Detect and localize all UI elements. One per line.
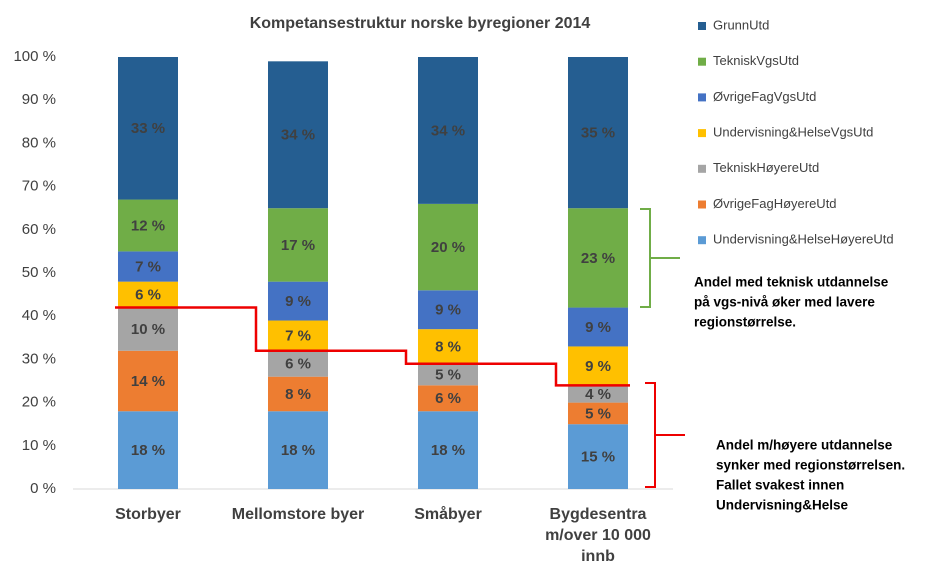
data-label: 6 % bbox=[435, 390, 461, 407]
legend-swatch bbox=[698, 129, 706, 138]
annotation: Andel med teknisk utdannelse bbox=[694, 275, 889, 290]
data-label: 15 % bbox=[581, 449, 615, 466]
bar-segment bbox=[568, 424, 628, 489]
data-label: 5 % bbox=[435, 366, 461, 383]
data-label: 9 % bbox=[585, 358, 611, 375]
legend-label: ØvrigeFagVgsUtd bbox=[713, 89, 816, 104]
data-label: 8 % bbox=[285, 386, 311, 403]
data-label: 23 % bbox=[581, 250, 615, 267]
data-label: 20 % bbox=[431, 239, 465, 256]
legend-label: TekniskVgsUtd bbox=[713, 53, 799, 68]
y-tick-label: 10 % bbox=[22, 437, 56, 454]
legend-swatch bbox=[698, 93, 706, 102]
data-label: 14 % bbox=[131, 373, 165, 390]
data-label: 5 % bbox=[585, 405, 611, 422]
data-label: 9 % bbox=[285, 293, 311, 310]
bar-segment bbox=[568, 57, 628, 209]
bar-segment bbox=[418, 329, 478, 364]
data-label: 34 % bbox=[281, 127, 315, 144]
bar-segment bbox=[118, 307, 178, 351]
bar-segment bbox=[268, 350, 328, 377]
bar-segment bbox=[418, 363, 478, 386]
data-label: 9 % bbox=[585, 319, 611, 336]
data-label: 12 % bbox=[131, 217, 165, 234]
bar-segment bbox=[418, 57, 478, 204]
y-tick-label: 70 % bbox=[22, 178, 56, 195]
y-tick-label: 100 % bbox=[13, 48, 56, 65]
data-label: 4 % bbox=[585, 386, 611, 403]
legend-label: Undervisning&HelseHøyereUtd bbox=[713, 232, 894, 247]
bar-segment bbox=[268, 208, 328, 282]
data-label: 17 % bbox=[281, 237, 315, 254]
data-label: 34 % bbox=[431, 122, 465, 139]
bar-segment bbox=[418, 411, 478, 489]
data-label: 7 % bbox=[135, 258, 161, 275]
y-tick-label: 30 % bbox=[22, 350, 56, 367]
y-tick-label: 40 % bbox=[22, 307, 56, 324]
data-label: 18 % bbox=[131, 442, 165, 459]
x-tick-label: Mellomstore byer bbox=[231, 506, 365, 523]
x-tick-label: Bygdesentra m/over 10 000 innb bbox=[545, 506, 651, 565]
red-step-line bbox=[115, 306, 630, 387]
bar-segment bbox=[568, 307, 628, 347]
annotation: på vgs-nivå øker med lavere bbox=[694, 295, 875, 310]
annotation: Undervisning&Helse bbox=[716, 498, 849, 513]
bar-segment bbox=[418, 203, 478, 291]
data-label: 35 % bbox=[581, 125, 615, 142]
bar-segment bbox=[418, 385, 478, 412]
y-tick-label: 90 % bbox=[22, 91, 56, 108]
bar-segment bbox=[118, 411, 178, 489]
bar-segment bbox=[418, 290, 478, 330]
annotation: Fallet svakest innen bbox=[716, 478, 844, 493]
bar-segment bbox=[268, 61, 328, 209]
y-tick-label: 80 % bbox=[22, 134, 56, 151]
bar-segment bbox=[118, 350, 178, 412]
green-bracket bbox=[640, 208, 680, 308]
annotation: regionstørrelse. bbox=[694, 315, 796, 330]
data-label: 7 % bbox=[285, 328, 311, 345]
bar-segment bbox=[268, 376, 328, 412]
bar-segment bbox=[568, 385, 628, 403]
bar-segment bbox=[118, 281, 178, 308]
annotation: synker med regionstørrelsen. bbox=[716, 458, 905, 473]
chart-title: Kompetansestruktur norske byregioner 201… bbox=[250, 15, 591, 32]
legend-swatch bbox=[698, 236, 706, 245]
data-label: 9 % bbox=[435, 302, 461, 319]
bar-segment bbox=[118, 251, 178, 282]
x-tick-label: Storbyer bbox=[115, 506, 181, 523]
legend-label: TekniskHøyereUtd bbox=[713, 160, 819, 175]
y-tick-label: 0 % bbox=[30, 480, 56, 497]
bar-segment bbox=[118, 57, 178, 200]
y-tick-label: 20 % bbox=[22, 394, 56, 411]
y-tick-label: 50 % bbox=[22, 264, 56, 281]
legend-swatch bbox=[698, 57, 706, 66]
data-label: 10 % bbox=[131, 321, 165, 338]
data-label: 33 % bbox=[131, 120, 165, 137]
data-label: 6 % bbox=[135, 287, 161, 304]
bar-segment bbox=[568, 208, 628, 308]
bar-segment bbox=[268, 411, 328, 489]
red-bracket bbox=[645, 382, 685, 488]
annotation: Andel m/høyere utdannelse bbox=[716, 438, 893, 453]
data-label: 18 % bbox=[431, 442, 465, 459]
legend-label: ØvrigeFagHøyereUtd bbox=[713, 196, 837, 211]
bar-segment bbox=[268, 281, 328, 321]
legend-swatch bbox=[698, 164, 706, 173]
data-label: 6 % bbox=[285, 356, 311, 373]
bar-segment bbox=[268, 320, 328, 351]
x-tick-label: Småbyer bbox=[414, 506, 482, 523]
legend-swatch bbox=[698, 22, 706, 30]
data-label: 8 % bbox=[435, 338, 461, 355]
data-label: 18 % bbox=[281, 442, 315, 459]
y-tick-label: 60 % bbox=[22, 221, 56, 238]
legend-swatch bbox=[698, 200, 706, 209]
legend-label: GrunnUtd bbox=[713, 17, 769, 32]
bar-segment bbox=[568, 346, 628, 386]
bar-segment bbox=[118, 199, 178, 252]
legend-label: Undervisning&HelseVgsUtd bbox=[713, 125, 873, 140]
bar-segment bbox=[568, 402, 628, 425]
